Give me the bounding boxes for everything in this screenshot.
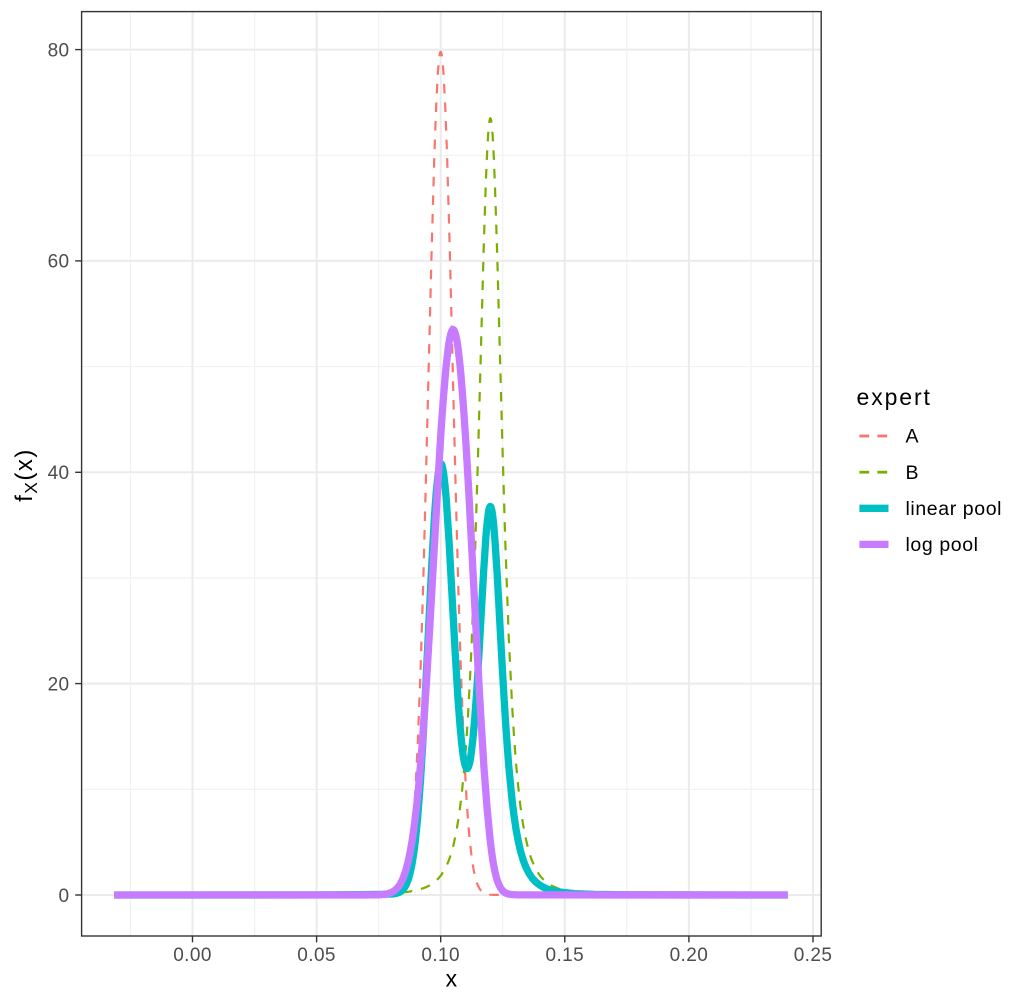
svg-text:40: 40 <box>48 463 70 484</box>
svg-text:B: B <box>906 462 920 484</box>
svg-text:0.25: 0.25 <box>794 945 833 966</box>
svg-text:expert: expert <box>857 384 932 410</box>
svg-text:x: x <box>446 966 458 992</box>
svg-text:0.10: 0.10 <box>421 945 460 966</box>
svg-text:fX(x): fX(x) <box>11 448 41 502</box>
svg-text:20: 20 <box>48 674 70 695</box>
svg-text:80: 80 <box>48 40 70 61</box>
svg-text:60: 60 <box>48 252 70 273</box>
svg-text:0: 0 <box>59 886 70 907</box>
svg-text:0.00: 0.00 <box>173 945 212 966</box>
svg-text:0.20: 0.20 <box>670 945 709 966</box>
svg-text:log pool: log pool <box>906 534 979 556</box>
svg-text:linear pool: linear pool <box>906 498 1003 520</box>
svg-text:0.15: 0.15 <box>546 945 585 966</box>
svg-text:0.05: 0.05 <box>297 945 336 966</box>
svg-text:A: A <box>906 426 920 448</box>
